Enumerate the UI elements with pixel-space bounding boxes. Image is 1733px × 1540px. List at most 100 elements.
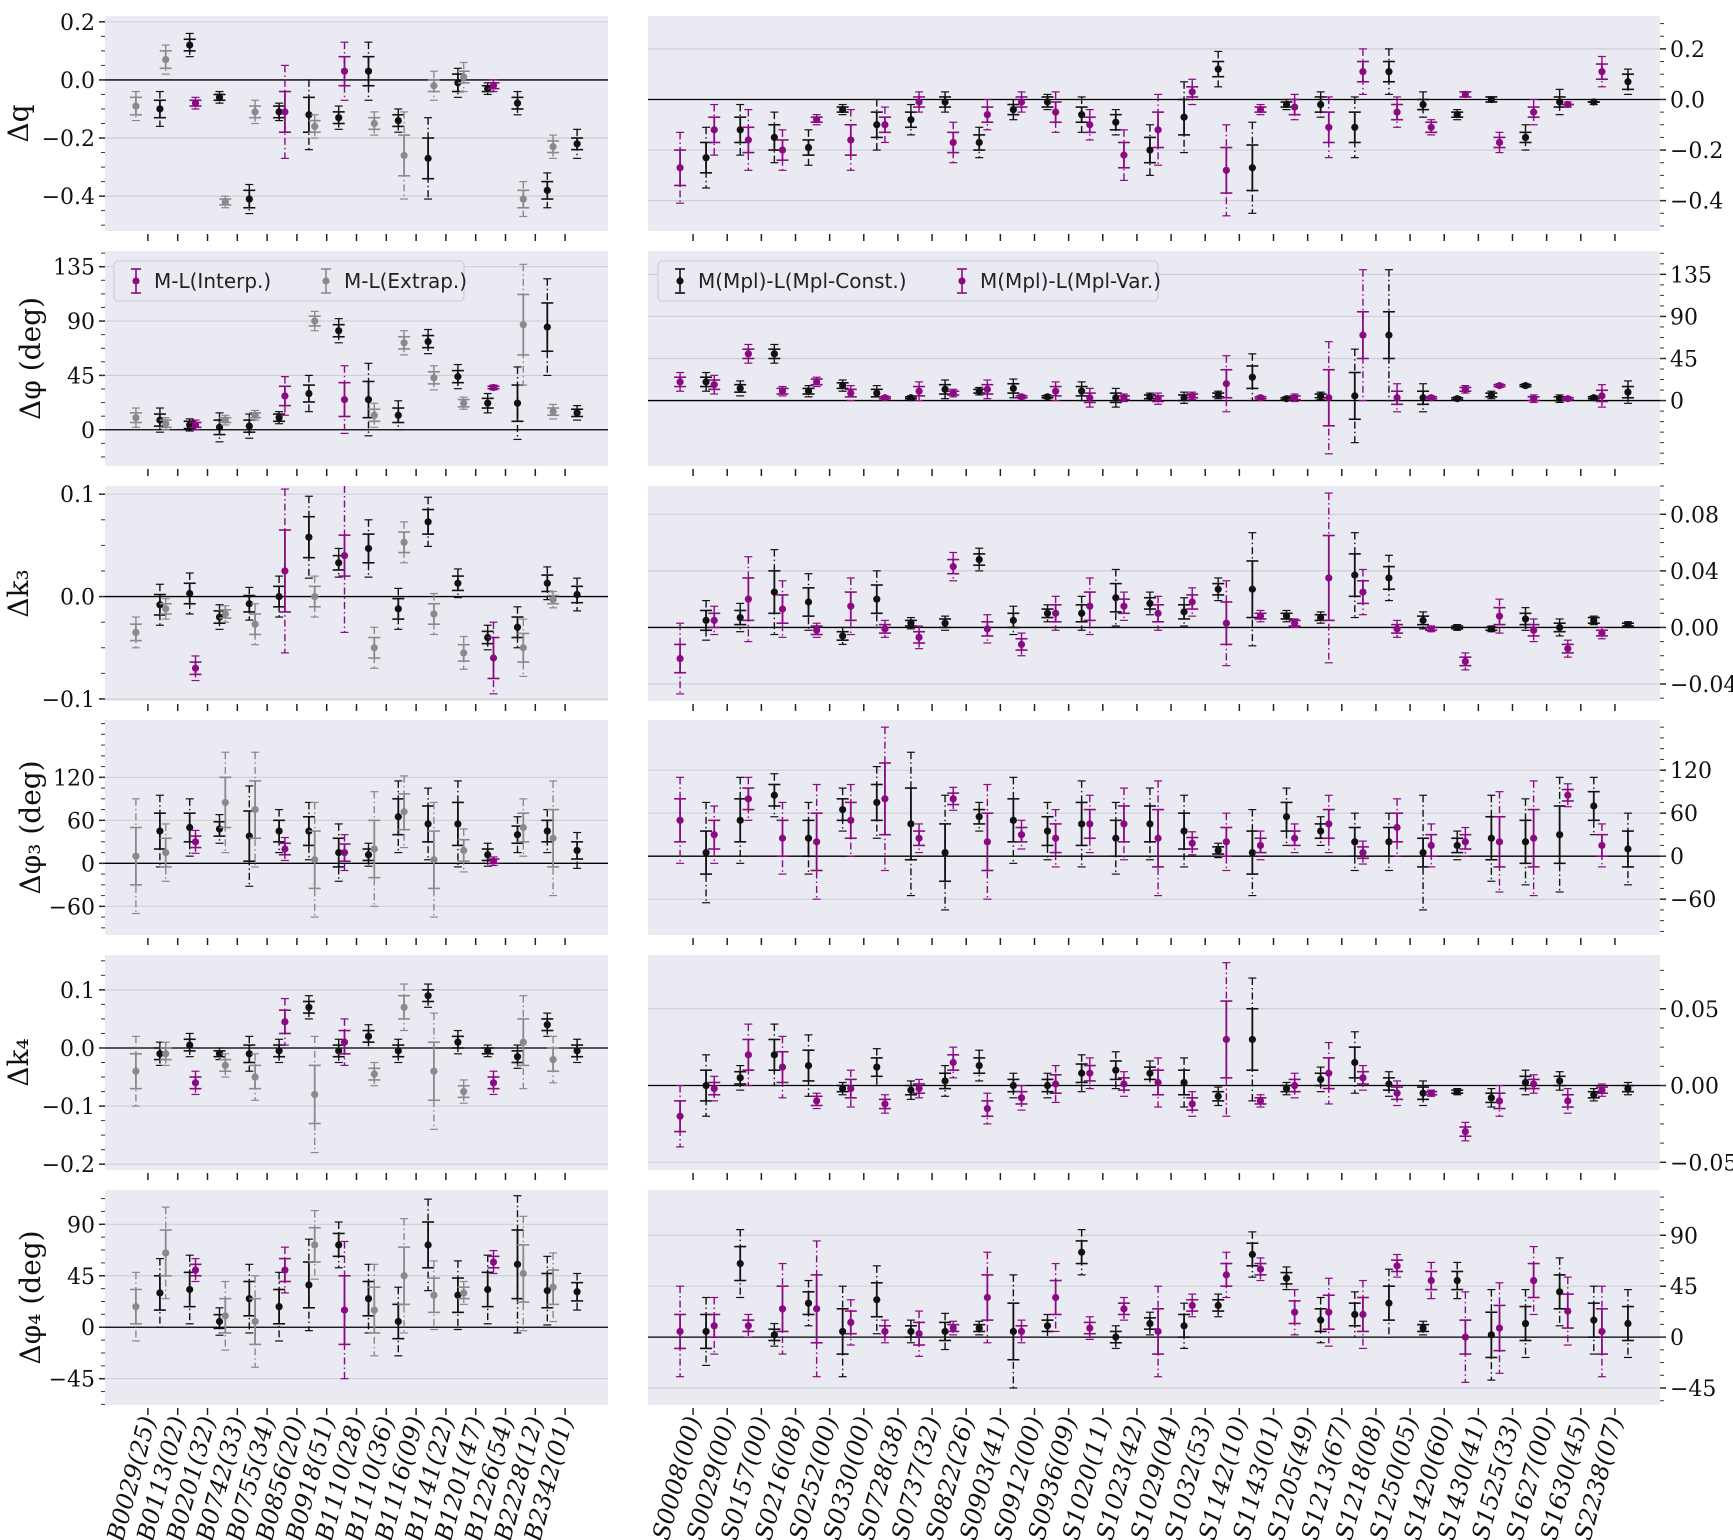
- series-var-marker: [1459, 826, 1472, 857]
- series-var-marker: [1322, 341, 1335, 455]
- series-var-marker: [1561, 639, 1574, 658]
- data-point: [1487, 625, 1495, 633]
- data-point: [454, 820, 462, 828]
- data-point: [1188, 88, 1196, 96]
- series-var-marker: [844, 1069, 857, 1108]
- series-var-marker: [708, 1075, 721, 1102]
- data-point: [676, 816, 684, 824]
- series-var-marker: [776, 801, 789, 875]
- data-point: [311, 1241, 319, 1249]
- data-point: [813, 1097, 821, 1105]
- series-var-marker: [913, 823, 926, 854]
- data-point: [221, 610, 229, 618]
- data-point: [215, 423, 224, 431]
- data-point: [1624, 845, 1632, 853]
- data-point: [281, 108, 289, 116]
- y-tick-label: −0.2: [42, 1153, 95, 1178]
- series-extrap-marker: [547, 134, 560, 159]
- data-point: [162, 605, 170, 613]
- series-const-marker: [1041, 93, 1054, 111]
- series-extrap-marker: [308, 575, 321, 618]
- series-const-marker: [1143, 787, 1156, 861]
- series-const-marker: [1553, 1257, 1566, 1327]
- legend-marker-dot: [958, 277, 966, 285]
- series-const-marker: [481, 1044, 494, 1058]
- y-tick-label: 45: [1670, 1275, 1698, 1300]
- series-var-marker: [1459, 385, 1472, 394]
- series-var-marker: [1254, 103, 1267, 116]
- data-point: [1291, 834, 1299, 842]
- data-point: [1282, 1274, 1291, 1282]
- data-point: [1427, 394, 1435, 402]
- data-point: [1017, 1094, 1026, 1102]
- data-point: [1052, 1080, 1060, 1088]
- series-var-marker: [913, 91, 926, 113]
- panel-background: [105, 16, 608, 231]
- data-point: [1359, 588, 1367, 596]
- series-const-marker: [1246, 532, 1259, 647]
- series-var-marker: [1186, 831, 1199, 856]
- series-var-marker: [708, 805, 721, 864]
- series-var-marker: [1152, 595, 1165, 631]
- data-point: [873, 121, 881, 129]
- data-point: [1248, 1250, 1256, 1259]
- series-var-marker: [1083, 1057, 1096, 1090]
- data-point: [881, 625, 889, 633]
- data-point: [1495, 1097, 1504, 1105]
- data-point: [1043, 1081, 1052, 1090]
- series-const-marker: [1382, 1071, 1395, 1097]
- series-var-marker: [844, 577, 857, 636]
- series-const-marker: [243, 183, 256, 215]
- data-point: [156, 1050, 164, 1058]
- data-point: [311, 317, 319, 325]
- data-point: [305, 389, 313, 398]
- data-point: [1188, 839, 1196, 847]
- data-point: [186, 1041, 194, 1049]
- series-var-marker: [1186, 391, 1199, 401]
- series-const-marker: [1007, 1274, 1020, 1389]
- data-point: [1325, 394, 1333, 402]
- data-point: [364, 1032, 373, 1040]
- data-point: [1590, 802, 1598, 810]
- data-point: [156, 601, 164, 609]
- data-point: [736, 816, 744, 824]
- series-var-marker: [1152, 780, 1165, 897]
- data-point: [1291, 1081, 1299, 1090]
- series-interp-marker: [189, 655, 202, 682]
- series-var-marker: [1595, 55, 1608, 88]
- data-point: [1078, 1069, 1086, 1077]
- series-var-marker: [708, 103, 721, 156]
- series-extrap-marker: [457, 1079, 470, 1104]
- y-tick-label: 0.04: [1670, 560, 1719, 585]
- data-point: [941, 1077, 949, 1085]
- data-point: [430, 1067, 438, 1075]
- data-point: [881, 394, 889, 402]
- data-point: [1214, 65, 1222, 73]
- series-var-marker: [1425, 1089, 1438, 1097]
- series-extrap-marker: [219, 1053, 232, 1078]
- series-const-marker: [1348, 532, 1361, 619]
- series-const-marker: [183, 418, 196, 432]
- data-point: [915, 633, 923, 641]
- data-point: [549, 834, 557, 842]
- data-point: [941, 98, 949, 106]
- series-extrap-marker: [398, 983, 411, 1032]
- data-point: [1461, 1128, 1469, 1136]
- y-tick-label: 90: [67, 310, 95, 335]
- series-const-marker: [870, 98, 883, 151]
- series-var-marker: [1425, 394, 1438, 402]
- series-const-marker: [1041, 1072, 1054, 1099]
- data-point: [702, 154, 710, 162]
- data-point: [221, 1061, 229, 1070]
- series-const-marker: [422, 1198, 435, 1292]
- data-point: [1017, 393, 1026, 401]
- series-const-marker: [302, 995, 315, 1020]
- data-point: [1385, 331, 1393, 339]
- data-point: [162, 848, 170, 857]
- data-point: [424, 154, 432, 162]
- series-interp-marker: [278, 488, 291, 654]
- series-var-marker: [1220, 355, 1233, 413]
- series-extrap-marker: [517, 181, 530, 218]
- data-point: [1086, 121, 1094, 129]
- series-extrap-marker: [547, 403, 560, 420]
